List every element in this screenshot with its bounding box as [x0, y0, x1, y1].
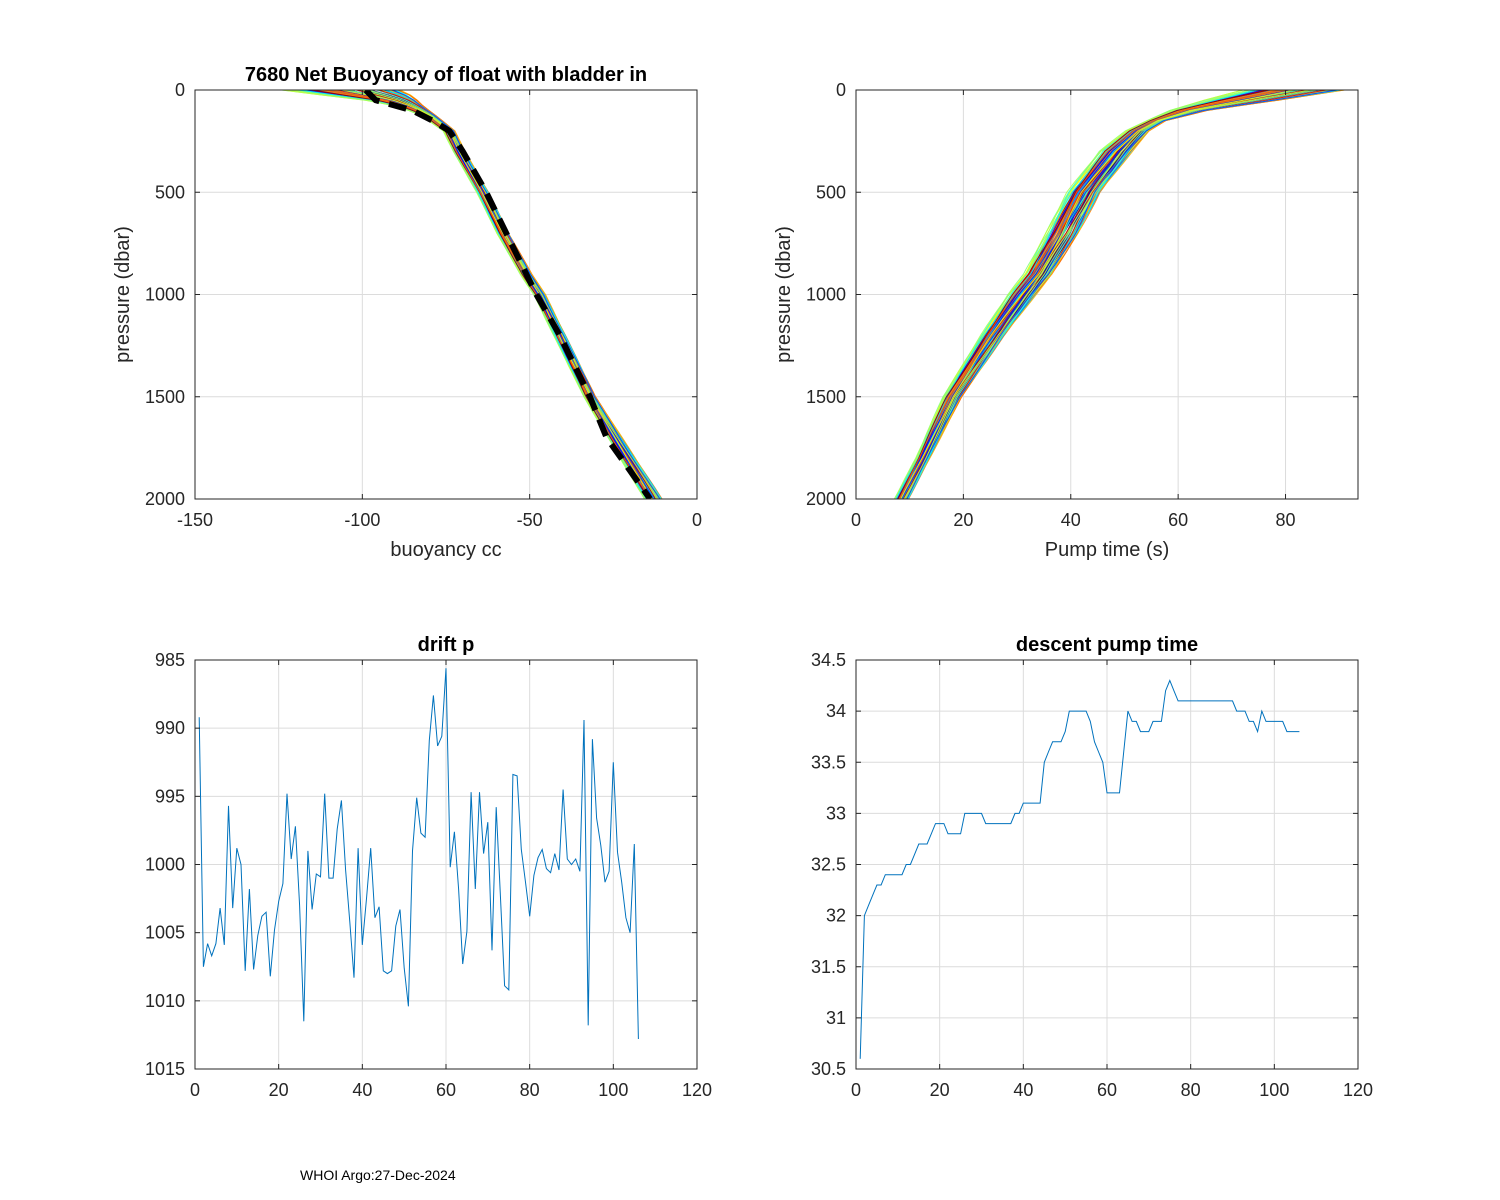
- y-tick-label: 2000: [806, 489, 846, 509]
- descent-pump-time-axes: 0 20 40 60 80 100 120 30.5 31 31.5 32 32.5 33 33.5 34 3…: [811, 634, 1373, 1100]
- profile-line: [896, 90, 1256, 499]
- ticks: 0 20 40 60 80 100 120 985 990 995 1000 1005 1010 1015: [145, 650, 712, 1100]
- profile-line: [904, 90, 1318, 499]
- x-tick-label: 60: [1097, 1080, 1117, 1100]
- y-tick-label: 33: [826, 803, 846, 823]
- profile-line: [906, 90, 1336, 499]
- mean-profile-line: [363, 90, 653, 499]
- buoyancy-axes: -150 -100 -50 0 0 500 1000 1500 2000 7680 Net Buo…: [112, 64, 702, 561]
- x-tick-label: 80: [1181, 1080, 1201, 1100]
- series-line: [859, 679, 1300, 1059]
- y-tick-label: 1005: [145, 923, 185, 943]
- ticks: 0 20 40 60 80 100 120 30.5 31 31.5 32 32.5 33 33.5 34 3…: [811, 650, 1373, 1100]
- x-tick-label: 120: [1343, 1080, 1373, 1100]
- footer-credit: WHOI Argo:27-Dec-2024: [300, 1167, 456, 1183]
- x-tick-label: 40: [352, 1080, 372, 1100]
- profile-line: [897, 90, 1269, 499]
- x-tick-label: 0: [692, 510, 702, 530]
- drift-pressure-axes: 0 20 40 60 80 100 120 985 990 995 1000 1005 1010 1015…: [145, 634, 712, 1100]
- x-axis-label: buoyancy cc: [390, 539, 501, 561]
- y-tick-label: 985: [155, 650, 185, 670]
- x-tick-label: 20: [953, 510, 973, 530]
- plot-content: [893, 90, 1345, 499]
- y-tick-label: 34: [826, 701, 846, 721]
- x-axis-label: Pump time (s): [1045, 539, 1169, 561]
- y-tick-label: 0: [836, 80, 846, 100]
- y-tick-label: 1500: [145, 387, 185, 407]
- y-tick-label: 500: [816, 182, 846, 202]
- y-tick-label: 1000: [145, 285, 185, 305]
- x-tick-label: 80: [1276, 510, 1296, 530]
- y-tick-label: 32.5: [811, 855, 846, 875]
- x-tick-label: 120: [682, 1080, 712, 1100]
- y-tick-label: 990: [155, 718, 185, 738]
- y-tick-label: 32: [826, 906, 846, 926]
- profile-line: [903, 90, 1311, 499]
- x-tick-label: 20: [930, 1080, 950, 1100]
- y-tick-label: 1010: [145, 991, 185, 1011]
- x-tick-label: -150: [177, 510, 213, 530]
- y-tick-label: 30.5: [811, 1059, 846, 1079]
- y-axis-label: pressure (dbar): [773, 226, 795, 363]
- series-line: [198, 668, 639, 1040]
- pump-time-axes: 0 20 40 60 80 0 500 1000 1500 2000 Pump time (s) pr…: [773, 80, 1359, 561]
- x-tick-label: 0: [190, 1080, 200, 1100]
- y-tick-label: 1000: [806, 285, 846, 305]
- x-tick-label: -100: [344, 510, 380, 530]
- y-tick-label: 1015: [145, 1059, 185, 1079]
- y-tick-label: 31.5: [811, 957, 846, 977]
- y-tick-label: 31: [826, 1008, 846, 1028]
- y-tick-label: 2000: [145, 489, 185, 509]
- y-axis-label: pressure (dbar): [112, 226, 134, 363]
- x-tick-label: 100: [1259, 1080, 1289, 1100]
- x-tick-label: 40: [1061, 510, 1081, 530]
- x-tick-label: 40: [1013, 1080, 1033, 1100]
- profile-line: [896, 90, 1264, 499]
- y-tick-label: 0: [175, 80, 185, 100]
- chart-title: 7680 Net Buoyancy of float with bladder …: [245, 64, 647, 86]
- x-tick-label: 20: [269, 1080, 289, 1100]
- x-tick-label: 80: [520, 1080, 540, 1100]
- profile-line: [901, 90, 1297, 499]
- plot-content: [859, 679, 1300, 1059]
- profile-line: [901, 90, 1294, 499]
- profile-line: [904, 90, 1319, 499]
- y-tick-label: 33.5: [811, 752, 846, 772]
- y-tick-label: 995: [155, 786, 185, 806]
- x-tick-label: 100: [598, 1080, 628, 1100]
- chart-title: drift p: [418, 634, 475, 656]
- chart-title: descent pump time: [1016, 634, 1198, 656]
- profile-line: [906, 90, 1338, 499]
- x-tick-label: 60: [436, 1080, 456, 1100]
- profile-line: [898, 90, 1281, 499]
- y-tick-label: 500: [155, 182, 185, 202]
- ticks: -150 -100 -50 0 0 500 1000 1500 2000: [145, 80, 702, 530]
- plot-content: [281, 90, 663, 499]
- profile-line: [900, 90, 1294, 499]
- x-tick-label: 0: [851, 510, 861, 530]
- profile-line: [900, 90, 1295, 499]
- plot-content: [198, 668, 639, 1040]
- profile-line: [906, 90, 1343, 499]
- y-tick-label: 1500: [806, 387, 846, 407]
- x-tick-label: -50: [517, 510, 543, 530]
- y-tick-label: 1000: [145, 855, 185, 875]
- ticks: 0 20 40 60 80 0 500 1000 1500 2000: [806, 80, 1358, 530]
- y-tick-label: 34.5: [811, 650, 846, 670]
- x-tick-label: 60: [1168, 510, 1188, 530]
- x-tick-label: 0: [851, 1080, 861, 1100]
- profile-line: [894, 90, 1250, 499]
